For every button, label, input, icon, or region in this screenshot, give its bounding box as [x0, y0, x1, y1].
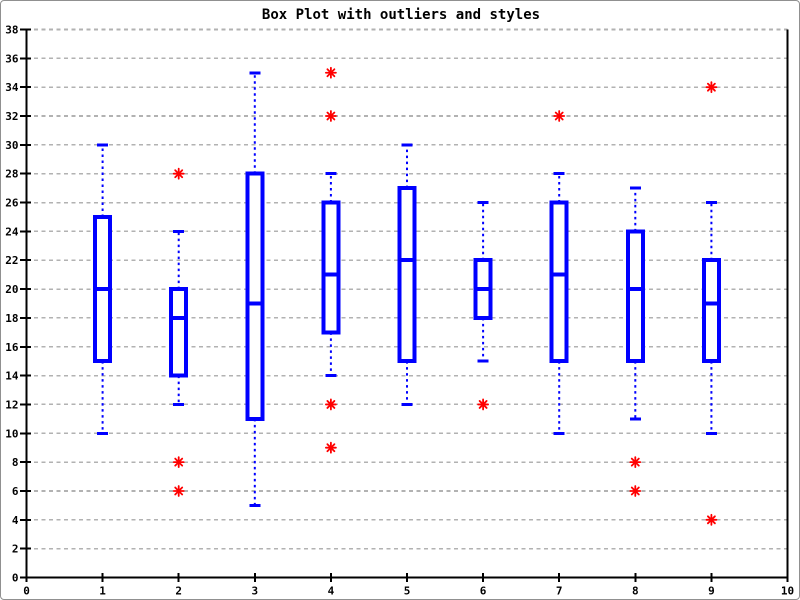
outlier-x6-v12	[477, 398, 490, 411]
outlier-spoke-d2	[630, 486, 640, 496]
outlier-x9-v34	[705, 81, 718, 94]
y-tick-label-10: 10	[5, 427, 18, 440]
x-tick-label-10: 10	[781, 585, 794, 598]
outlier-x2-v28	[172, 167, 185, 180]
iqr-box	[169, 287, 189, 378]
y-tick-label-18: 18	[5, 312, 18, 325]
outlier-spoke-d2	[326, 400, 336, 409]
y-tick-label-12: 12	[5, 398, 18, 411]
box-series	[93, 71, 721, 507]
box-plot-x7	[549, 172, 569, 435]
x-tick-label-2: 2	[175, 585, 182, 598]
iqr-box	[625, 229, 645, 364]
outlier-spoke-d2	[707, 82, 716, 92]
x-tick-label-6: 6	[480, 585, 487, 598]
x-tick-label-9: 9	[708, 585, 715, 598]
box-plot-x6	[473, 201, 493, 363]
outlier-x4-v32	[324, 110, 337, 122]
x-tick-label-5: 5	[404, 585, 411, 598]
outlier-spoke-d2	[174, 457, 184, 467]
y-tick-label-16: 16	[5, 341, 19, 354]
outlier-spoke-d2	[174, 486, 184, 496]
y-tick-label-8: 8	[12, 456, 19, 469]
iqr-box	[549, 200, 569, 364]
iqr-box	[245, 171, 265, 421]
outlier-markers	[172, 66, 718, 526]
outlier-spoke-d2	[707, 515, 716, 525]
outlier-x7-v32	[553, 110, 566, 122]
box-plot-x1	[93, 143, 113, 435]
x-axis-ticks: 0 1 2 3 4 5 6 7 8 9 10	[23, 573, 794, 598]
box-plot-x2	[169, 229, 189, 406]
x-tick-label-0: 0	[23, 585, 30, 598]
outlier-spoke-d2	[554, 111, 564, 121]
outlier-x9-v4	[705, 513, 718, 526]
outlier-spoke-d2	[630, 457, 640, 467]
box-plot-x9	[701, 201, 721, 435]
outlier-x2-v8	[172, 456, 185, 469]
x-tick-label-3: 3	[251, 585, 258, 598]
outlier-x4-v9	[324, 441, 337, 454]
outlier-x4-v35	[324, 66, 337, 79]
outlier-spoke-d2	[174, 169, 184, 179]
iqr-box	[321, 200, 341, 335]
outlier-spoke-d2	[326, 68, 336, 78]
y-tick-label-26: 26	[5, 197, 19, 210]
box-plot-x3	[245, 71, 265, 507]
y-tick-label-4: 4	[12, 514, 19, 527]
y-tick-label-36: 36	[5, 52, 19, 65]
y-tick-label-30: 30	[5, 139, 18, 152]
y-tick-label-22: 22	[5, 254, 18, 267]
iqr-box	[701, 258, 721, 364]
outlier-spoke-d2	[478, 400, 488, 409]
y-tick-label-32: 32	[5, 110, 18, 123]
outlier-spoke-d2	[326, 443, 336, 453]
iqr-box	[397, 186, 417, 364]
x-tick-label-7: 7	[556, 585, 563, 598]
outlier-x2-v6	[172, 485, 185, 497]
outlier-x8-v8	[629, 456, 642, 469]
x-tick-label-8: 8	[632, 585, 639, 598]
y-tick-label-14: 14	[5, 370, 19, 383]
y-tick-label-0: 0	[12, 572, 19, 585]
y-tick-label-24: 24	[5, 225, 19, 238]
y-tick-label-2: 2	[12, 543, 19, 556]
y-tick-label-38: 38	[5, 24, 18, 37]
chart-title: Box Plot with outliers and styles	[262, 7, 540, 23]
outlier-x4-v12	[324, 398, 337, 411]
y-tick-label-20: 20	[5, 283, 18, 296]
y-tick-label-34: 34	[5, 81, 19, 94]
box-plot-x4	[321, 172, 341, 378]
outlier-spoke-d2	[326, 111, 336, 121]
x-tick-label-1: 1	[99, 585, 106, 598]
y-tick-label-6: 6	[12, 485, 19, 498]
x-tick-label-4: 4	[328, 585, 335, 598]
outlier-x8-v6	[629, 485, 642, 497]
box-plot-x8	[625, 186, 645, 421]
y-tick-label-28: 28	[5, 168, 18, 181]
box-plot-x5	[397, 143, 417, 406]
